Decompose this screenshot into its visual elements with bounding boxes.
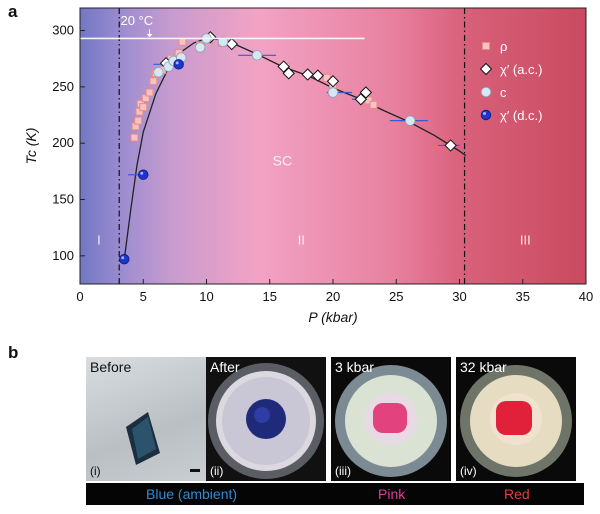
data-point-series-3: [119, 254, 130, 265]
data-point-series-2: [251, 50, 263, 61]
x-tick-label: 0: [76, 289, 83, 304]
x-tick-label: 25: [389, 289, 403, 304]
data-point-series-1: [301, 68, 314, 81]
photo-title: 3 kbar: [335, 359, 374, 375]
legend-marker: [480, 109, 492, 121]
y-axis-label: Tc (K): [23, 128, 39, 165]
caption-pink: Pink: [378, 486, 406, 502]
data-point-series-2: [194, 42, 206, 53]
caption-blue: Blue (ambient): [146, 486, 238, 502]
x-tick-label: 35: [516, 289, 530, 304]
data-point-series-1: [354, 93, 368, 106]
panel-a-label: a: [8, 2, 18, 21]
data-point-series-3-highlight: [121, 256, 125, 260]
data-point-series-2: [153, 67, 164, 78]
data-point-series-3: [138, 169, 149, 180]
data-point-series-0: [139, 103, 148, 112]
legend-label: χ′ (d.c.): [500, 108, 543, 123]
sample-image: [335, 365, 447, 477]
data-point-series-1: [311, 69, 325, 82]
photo-title: 32 kbar: [460, 359, 507, 375]
y-tick-label: 200: [52, 135, 74, 150]
data-point-series-2: [217, 36, 229, 47]
data-point-series-2: [404, 115, 416, 126]
photo-number: (ii): [210, 464, 224, 478]
photo-number: (iv): [460, 464, 477, 478]
region-label-ii: II: [298, 233, 305, 248]
legend-marker: [482, 42, 490, 50]
y-tick-label: 300: [52, 23, 74, 38]
arrow-head-icon: [146, 33, 153, 38]
plot-background: [80, 8, 586, 284]
x-tick-label: 10: [199, 289, 213, 304]
legend-marker: [479, 62, 493, 76]
x-tick-label: 20: [326, 289, 340, 304]
data-point-series-0: [145, 88, 154, 97]
legend-marker: [480, 86, 492, 98]
photo-after: After (ii): [206, 357, 326, 481]
data-point-series-1: [282, 67, 295, 80]
photo-number: (i): [90, 464, 101, 478]
photo-title: After: [210, 359, 240, 375]
crystal-image: [126, 412, 200, 472]
data-point-series-3: [173, 59, 184, 70]
data-point-series-3-highlight: [140, 171, 144, 175]
data-point-series-0: [130, 133, 139, 142]
data-point-series-1: [225, 37, 239, 51]
data-point-series-2: [327, 87, 339, 98]
x-tick-label: 30: [452, 289, 466, 304]
data-point-series-0: [369, 100, 378, 109]
photo-32kbar: 32 kbar (iv): [456, 357, 576, 481]
caption-red: Red: [504, 486, 530, 502]
data-point-series-1: [359, 86, 373, 99]
legend-label: c: [500, 85, 507, 100]
data-point-series-1: [444, 139, 457, 152]
room-temperature-label: 20 °C: [120, 13, 153, 28]
photo-3kbar: 3 kbar (iii): [331, 357, 451, 481]
data-point-series-0: [178, 37, 187, 46]
data-point-series-3-highlight: [175, 61, 179, 65]
photo-title: Before: [90, 359, 132, 375]
legend-label: ρ: [500, 39, 507, 54]
legend-marker-highlight: [483, 112, 486, 115]
x-tick-label: 40: [579, 289, 593, 304]
region-label-i: I: [97, 233, 101, 248]
y-tick-label: 100: [52, 248, 74, 263]
sc-label: SC: [273, 153, 292, 169]
y-tick-label: 250: [52, 79, 74, 94]
sample-image: [460, 365, 572, 477]
y-tick-label: 150: [52, 192, 74, 207]
legend-label: χ′ (a.c.): [500, 62, 543, 77]
photo-before: Before (i): [86, 357, 206, 481]
sample-image: [208, 363, 324, 479]
region-label-iii: III: [520, 233, 531, 248]
x-axis-label: P (kbar): [308, 309, 357, 325]
x-tick-label: 15: [263, 289, 277, 304]
data-point-series-1: [277, 60, 290, 73]
data-point-series-0: [149, 77, 158, 86]
color-caption-strip: Blue (ambient) Pink Red: [86, 483, 584, 505]
data-point-series-1: [326, 75, 340, 88]
data-point-series-0: [134, 116, 143, 125]
photo-number: (iii): [335, 464, 351, 478]
x-tick-label: 5: [140, 289, 147, 304]
panel-b-label: b: [8, 343, 19, 362]
